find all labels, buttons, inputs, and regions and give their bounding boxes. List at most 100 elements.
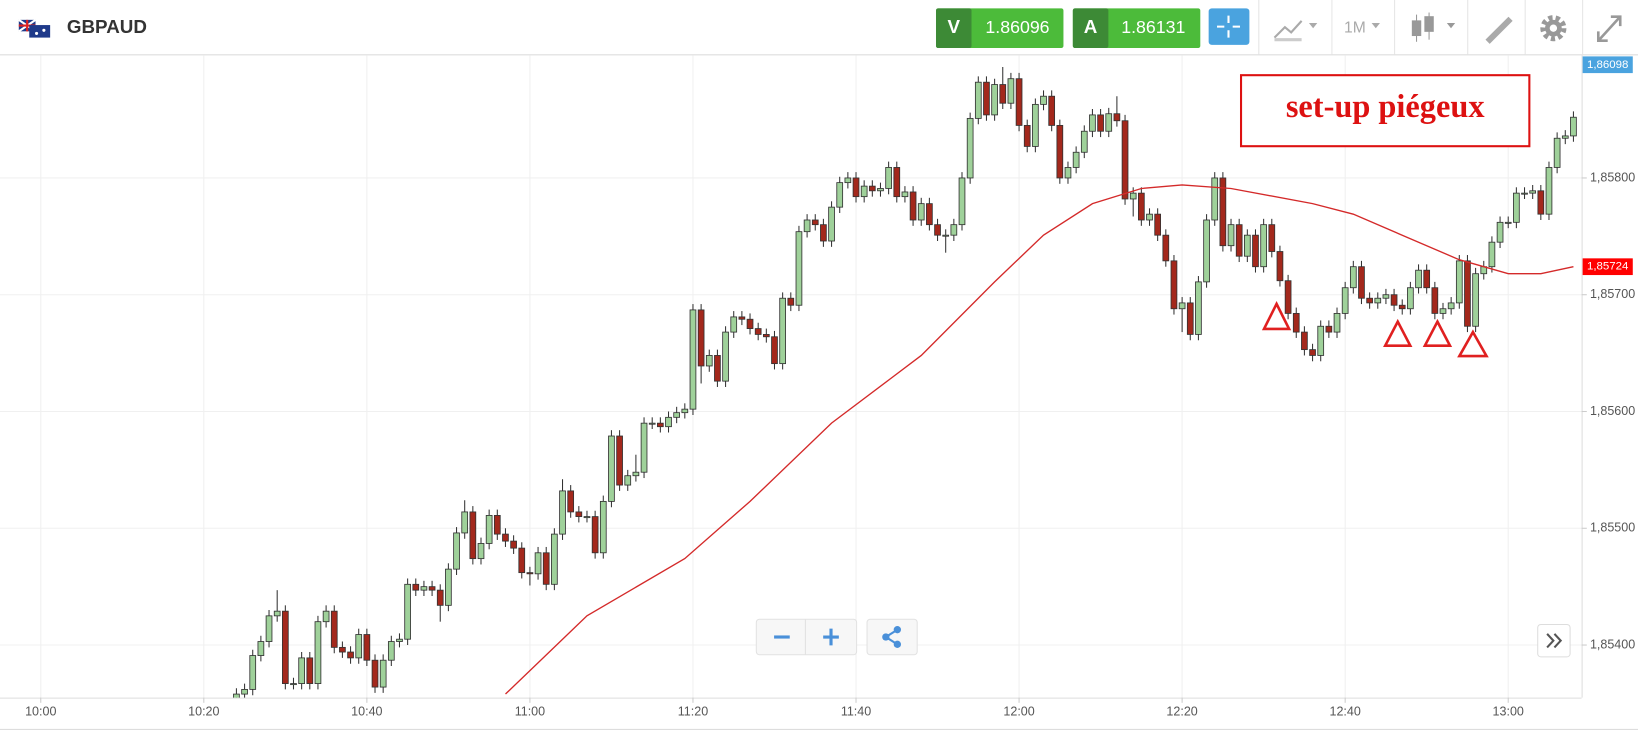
buy-price: 1.86131 (1121, 17, 1185, 37)
buy-label: A (1084, 16, 1098, 37)
crosshair-button[interactable] (1208, 8, 1250, 45)
zoom-in-button[interactable] (823, 628, 839, 646)
candle-body-up (1472, 273, 1479, 327)
drawing-button[interactable] (1485, 16, 1513, 44)
timeframe: 1M (1344, 19, 1366, 36)
candle-body-down (542, 552, 550, 585)
candle-body-up (257, 641, 265, 656)
candle-body-up (958, 177, 966, 226)
candle-body-down (469, 511, 477, 560)
candle-body-down (852, 177, 860, 198)
candle-body-up (966, 117, 974, 179)
candle-body-up (233, 693, 240, 698)
scroll-right-button[interactable] (1537, 623, 1571, 658)
candle-body-down (893, 167, 901, 198)
candle-body-up (290, 683, 297, 686)
chart-type-button[interactable] (1273, 20, 1318, 42)
candle-body-up (1496, 221, 1504, 243)
candle-body-up (730, 316, 738, 333)
timeframe-button[interactable]: 1M (1344, 19, 1380, 36)
candle-body-down (657, 422, 664, 428)
candle-body-up (1007, 78, 1015, 104)
x-tick-label: 11:40 (841, 705, 871, 719)
sell-button[interactable]: V 1.86096 (936, 8, 1064, 49)
candle-body-down (1325, 325, 1333, 333)
symbol: GBPAUD (67, 16, 147, 37)
candle-body-up (665, 416, 672, 428)
candle-body-down (787, 297, 795, 306)
candle-body-up (885, 167, 892, 189)
candle-body-down (697, 309, 705, 367)
candle-body-down (746, 318, 754, 330)
y-tick-label: 1,85800 (1590, 170, 1635, 184)
candle-body-up (640, 422, 648, 473)
settings-button[interactable] (1540, 15, 1567, 42)
candle-body-down (762, 334, 770, 338)
candle-body-up (624, 475, 632, 486)
candle-body-up (314, 621, 322, 684)
y-tick-label: 1,85600 (1590, 404, 1635, 418)
candle-body-down (567, 490, 575, 513)
candle-body-up (534, 552, 542, 575)
candle-body-up (559, 490, 566, 535)
candle-body-up (1089, 114, 1096, 132)
candle-body-up (1317, 325, 1325, 356)
candle-body-down (1431, 287, 1439, 314)
buy-button[interactable]: A 1.86131 (1072, 8, 1201, 49)
candle-body-up (1513, 192, 1520, 223)
candle-body-up (795, 231, 803, 306)
toolbar: GBPAUD V 1.86096 A 1.86131 1M (0, 0, 1638, 56)
x-tick-label: 11:20 (678, 705, 708, 719)
candle-body-down (510, 540, 517, 549)
price-tag (1582, 258, 1633, 276)
candle-body-down (1170, 260, 1178, 310)
flag-icon (18, 18, 51, 38)
candle-body-up (1080, 130, 1088, 153)
candle-body-up (779, 297, 786, 365)
candle-body-up (1260, 224, 1267, 268)
candle-body-down (526, 572, 534, 575)
candle-body-up (1529, 190, 1537, 194)
candle-body-down (281, 610, 289, 684)
triangle-markers (1261, 300, 1489, 358)
x-tick-label: 10:20 (188, 705, 219, 719)
candle-body-up (1227, 224, 1235, 247)
candle-body-down (339, 646, 346, 653)
price-tag (1582, 56, 1633, 74)
candle-body-up (1178, 302, 1186, 310)
candle-body-up (1382, 294, 1390, 299)
candle-body-up (877, 188, 884, 192)
candle-body-up (322, 610, 330, 623)
moving-average-line (505, 184, 1574, 695)
candle-body-up (1374, 297, 1382, 304)
candle-body-down (983, 81, 990, 116)
candle-body-down (754, 328, 762, 335)
candle-body-up (836, 182, 844, 208)
candle-body-up (1105, 113, 1113, 132)
candle-body-up (1455, 260, 1463, 304)
candle-body-down (820, 224, 827, 242)
candle-body-up (1032, 103, 1039, 147)
candle-body-up (705, 355, 713, 367)
fullscreen-button[interactable] (1596, 15, 1622, 43)
x-tick-label: 10:00 (25, 705, 56, 719)
candle-body-up (860, 185, 868, 198)
candle-body-down (738, 316, 746, 320)
candle-body-up (1545, 167, 1553, 215)
candle-body-up (689, 309, 697, 410)
candle-body-up (599, 500, 607, 554)
candle-body-down (1358, 266, 1365, 299)
candle-body-up (648, 422, 656, 425)
share-button[interactable] (866, 618, 918, 656)
x-tick-label: 11:00 (515, 705, 545, 719)
candle-body-up (1072, 151, 1080, 168)
candle-body-down (909, 191, 917, 221)
candle-body-up (1570, 116, 1577, 137)
sell-label: V (947, 16, 960, 37)
candle-body-up (950, 224, 958, 236)
candle-body-up (379, 659, 387, 688)
candle-body-down (771, 336, 778, 365)
candle-style-button[interactable] (1411, 12, 1456, 42)
